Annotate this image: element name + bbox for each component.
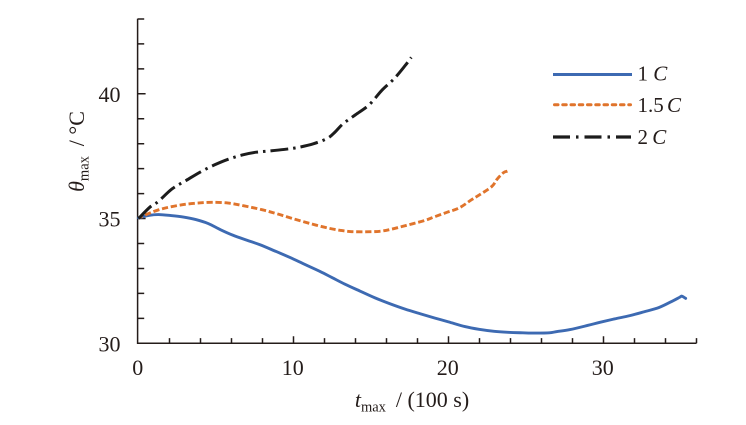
svg-text:1 C: 1 C xyxy=(638,62,669,86)
svg-text:10: 10 xyxy=(282,355,304,380)
svg-text:1.5 C: 1.5 C xyxy=(638,93,683,117)
svg-text:0: 0 xyxy=(132,355,143,380)
svg-text:20: 20 xyxy=(437,355,459,380)
svg-text:2 C: 2 C xyxy=(638,125,668,149)
svg-text:tmax / (100 s): tmax / (100 s) xyxy=(355,387,469,416)
svg-text:35: 35 xyxy=(99,207,121,232)
svg-text:40: 40 xyxy=(99,82,121,107)
svg-text:30: 30 xyxy=(99,331,121,356)
svg-text:θmax / °C: θmax / °C xyxy=(64,111,93,192)
svg-text:30: 30 xyxy=(592,355,614,380)
